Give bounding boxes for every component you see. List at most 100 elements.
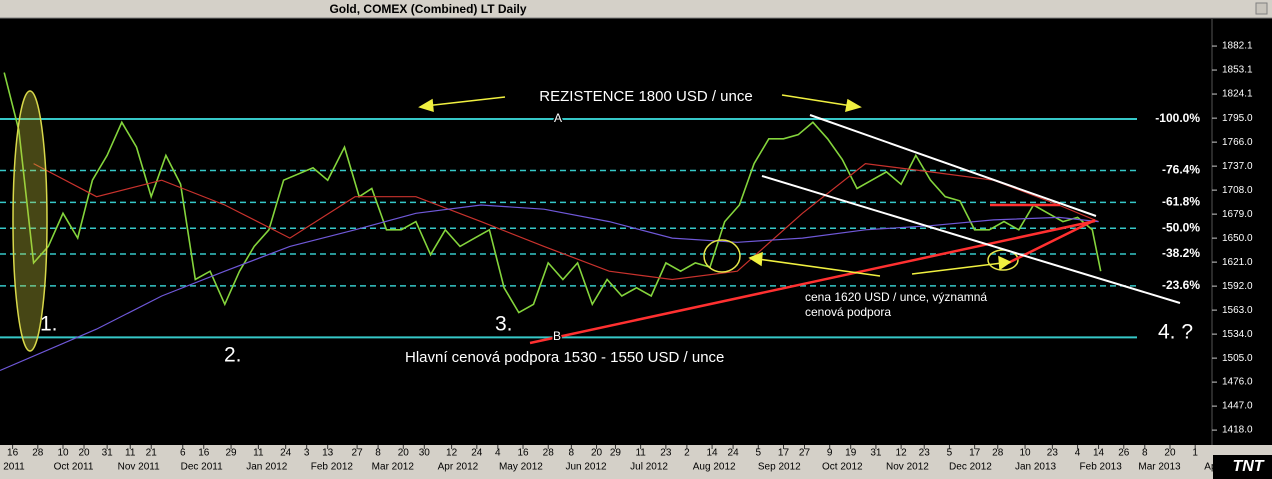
y-tick-label: 1563.0 <box>1222 305 1253 316</box>
x-tick-label: 28 <box>543 448 555 459</box>
highlight-ellipse <box>12 90 48 352</box>
y-tick-label: 1708.0 <box>1222 185 1253 196</box>
y-tick-label: 1853.1 <box>1222 65 1253 76</box>
y-tick-label: 1592.0 <box>1222 281 1253 292</box>
month-label: Aug 2012 <box>693 462 736 473</box>
x-tick-label: 24 <box>728 448 740 459</box>
annotation: REZISTENCE 1800 USD / unce <box>539 88 752 105</box>
x-tick-label: 19 <box>845 448 857 459</box>
x-tick-label: 12 <box>896 448 908 459</box>
x-tick-label: 4 <box>1075 448 1081 459</box>
x-tick-label: 31 <box>870 448 882 459</box>
point-label: B <box>553 329 561 343</box>
x-tick-label: 20 <box>78 448 90 459</box>
x-tick-label: 4 <box>495 448 501 459</box>
month-label: Jun 2012 <box>565 462 607 473</box>
month-label: Jan 2013 <box>1015 462 1057 473</box>
chart-title: Gold, COMEX (Combined) LT Daily <box>329 2 526 16</box>
x-tick-label: 24 <box>471 448 483 459</box>
annotation: 4. ? <box>1158 321 1193 344</box>
month-label: Oct 2012 <box>822 462 863 473</box>
y-tick-label: 1476.0 <box>1222 377 1253 388</box>
month-label: May 2012 <box>499 462 543 473</box>
x-tick-label: 23 <box>919 448 931 459</box>
moving-average <box>33 162 1099 281</box>
y-tick-label: 1621.0 <box>1222 257 1253 268</box>
x-tick-label: 28 <box>992 448 1004 459</box>
logo-box <box>1213 455 1272 479</box>
x-tick-label: 16 <box>198 448 210 459</box>
y-tick-label: 1505.0 <box>1222 353 1253 364</box>
y-tick-label: 1795.0 <box>1222 113 1253 124</box>
level-label: -76.4% <box>1162 163 1200 177</box>
x-tick-label: 27 <box>799 448 811 459</box>
annotation: 3. <box>495 313 513 336</box>
x-tick-label: 16 <box>7 448 19 459</box>
x-tick-label: 3 <box>304 448 310 459</box>
month-label: Jul 2012 <box>630 462 668 473</box>
x-tick-label: 27 <box>352 448 364 459</box>
x-tick-label: 17 <box>778 448 790 459</box>
x-tick-label: 5 <box>947 448 953 459</box>
month-label: Nov 2011 <box>118 462 161 473</box>
x-tick-label: 12 <box>446 448 458 459</box>
x-tick-label: 26 <box>1118 448 1130 459</box>
level-label: -38.2% <box>1162 246 1200 260</box>
x-tick-label: 14 <box>707 448 719 459</box>
x-tick-label: 17 <box>969 448 981 459</box>
point-label: A <box>554 111 562 125</box>
window-button[interactable] <box>1255 2 1268 15</box>
x-tick-label: 2 <box>684 448 690 459</box>
moving-average <box>0 204 1099 372</box>
logo: TNT <box>1232 458 1264 475</box>
x-tick-label: 20 <box>591 448 603 459</box>
x-tick-label: 14 <box>1093 448 1105 459</box>
x-tick-label: 31 <box>102 448 114 459</box>
month-label: Feb 2012 <box>311 462 354 473</box>
x-tick-label: 24 <box>280 448 292 459</box>
month-label: Nov 2012 <box>886 462 929 473</box>
month-label: Oct 2011 <box>54 462 94 473</box>
level-label: -50.0% <box>1162 220 1200 234</box>
level-label: -23.6% <box>1162 278 1200 292</box>
x-tick-label: 29 <box>225 448 237 459</box>
x-tick-label: 23 <box>1047 448 1059 459</box>
x-tick-label: 8 <box>375 448 381 459</box>
annotation: Hlavní cenová podpora 1530 - 1550 USD / … <box>405 349 724 366</box>
trend-line <box>529 219 1096 345</box>
month-label: Mar 2013 <box>1138 462 1181 473</box>
level-label: -100.0% <box>1155 111 1200 125</box>
month-label: Dec 2012 <box>949 462 992 473</box>
x-tick-label: 9 <box>827 448 833 459</box>
y-tick-label: 1447.0 <box>1222 401 1253 412</box>
month-label: Apr 2012 <box>438 462 479 473</box>
y-tick-label: 1418.0 <box>1222 425 1253 436</box>
month-label: Jan 2012 <box>246 462 288 473</box>
channel-line <box>761 175 1181 304</box>
x-tick-label: 11 <box>635 448 646 459</box>
x-tick-label: 1 <box>1192 448 1198 459</box>
y-tick-label: 1766.0 <box>1222 137 1253 148</box>
x-tick-label: 8 <box>569 448 575 459</box>
x-tick-label: 13 <box>322 448 334 459</box>
channel-line <box>809 114 1097 217</box>
annotation: 2. <box>224 344 242 367</box>
title-bar <box>0 0 1272 18</box>
x-tick-label: 8 <box>1142 448 1148 459</box>
month-label: Sep 2012 <box>758 462 801 473</box>
x-axis-band <box>0 445 1272 479</box>
drawings: REZISTENCE 1800 USD / unce Hlavní cenová… <box>12 88 1193 367</box>
y-tick-label: 1824.1 <box>1222 89 1253 100</box>
price-line <box>3 72 1102 314</box>
y-tick-label: 1737.0 <box>1222 161 1253 172</box>
month-label: Mar 2012 <box>372 462 415 473</box>
month-label: Dec 2011 <box>181 462 224 473</box>
arrows <box>418 94 1012 277</box>
x-tick-label: 20 <box>1164 448 1176 459</box>
x-tick-label: 10 <box>57 448 69 459</box>
x-tick-label: 16 <box>517 448 529 459</box>
annotation: cenová podpora <box>805 305 891 319</box>
x-tick-label: 11 <box>253 448 264 459</box>
x-tick-label: 10 <box>1019 448 1031 459</box>
